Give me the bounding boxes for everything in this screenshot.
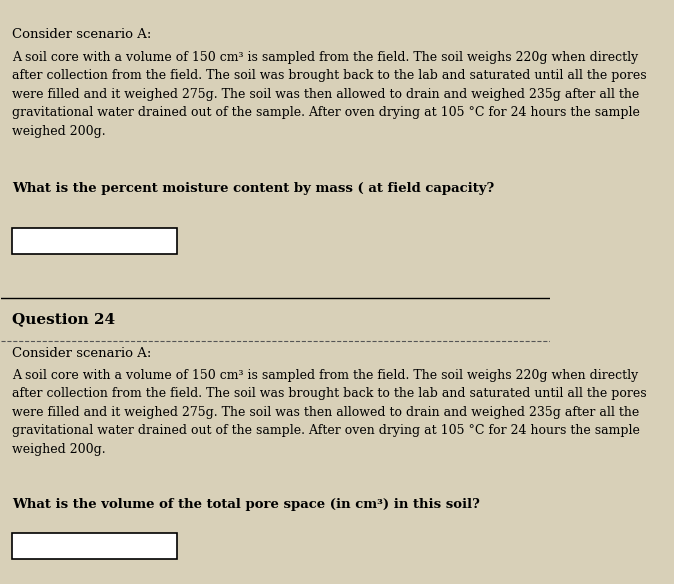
Text: Question 24: Question 24 (12, 312, 115, 326)
Text: What is the volume of the total pore space (in cm³) in this soil?: What is the volume of the total pore spa… (12, 498, 481, 512)
FancyBboxPatch shape (12, 533, 177, 559)
Text: A soil core with a volume of 150 cm³ is sampled from the field. The soil weighs : A soil core with a volume of 150 cm³ is … (12, 51, 647, 138)
Text: What is the percent moisture content by mass ( at field capacity?: What is the percent moisture content by … (12, 182, 495, 194)
Text: A soil core with a volume of 150 cm³ is sampled from the field. The soil weighs : A soil core with a volume of 150 cm³ is … (12, 369, 647, 456)
Text: Consider scenario A:: Consider scenario A: (12, 27, 152, 40)
Text: Consider scenario A:: Consider scenario A: (12, 347, 152, 360)
FancyBboxPatch shape (12, 228, 177, 254)
